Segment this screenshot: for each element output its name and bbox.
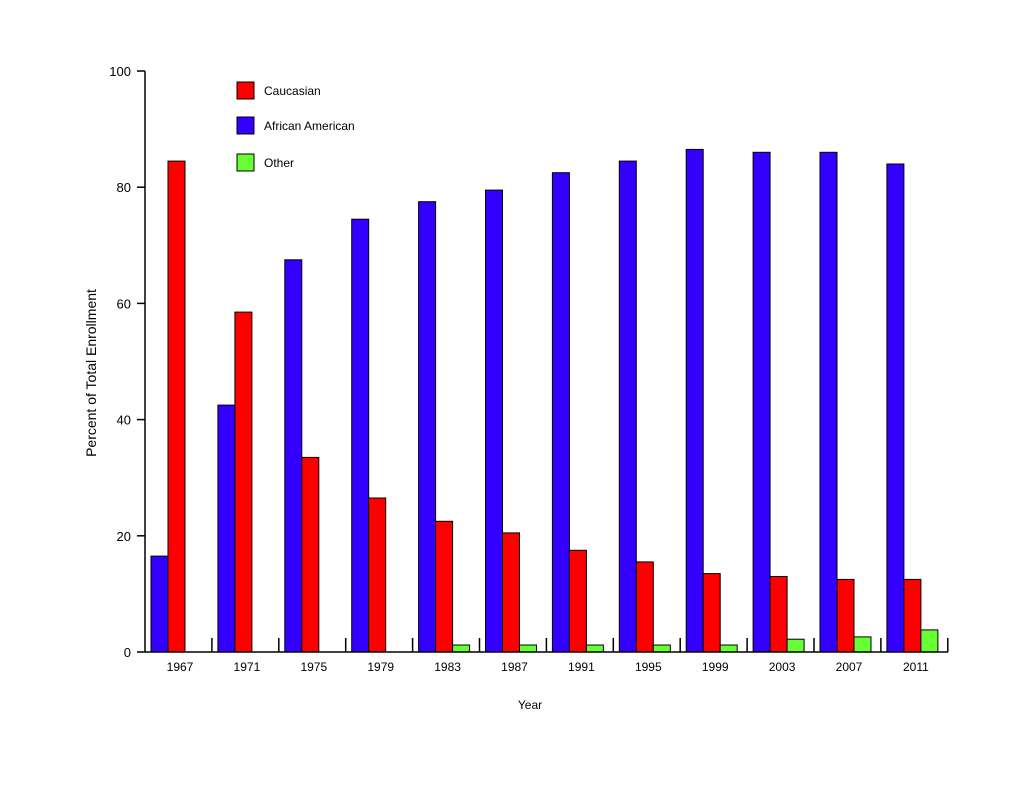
bar-african-american-1995 [618, 160, 637, 653]
bar-african-american-1979 [351, 218, 370, 653]
y-tick-label-100: 100 [109, 64, 131, 79]
x-tick-label-2003: 2003 [769, 660, 796, 674]
x-tick-label-1967: 1967 [167, 660, 194, 674]
legend-swatch-african-american [236, 116, 255, 135]
y-tick-label-0: 0 [124, 645, 131, 660]
bar-caucasian-1979 [368, 497, 387, 653]
bars-layer [150, 148, 939, 653]
y-tick-label-20: 20 [117, 529, 131, 544]
x-tick-label-1999: 1999 [702, 660, 729, 674]
bar-other-1991 [585, 644, 604, 653]
bar-other-1995 [652, 644, 671, 653]
bar-african-american-1971 [217, 404, 236, 653]
bar-caucasian-1995 [635, 561, 654, 653]
x-tick-label-2007: 2007 [836, 660, 863, 674]
x-tick-label-2011: 2011 [903, 660, 929, 674]
bar-other-2011 [920, 629, 939, 653]
bar-african-american-1991 [551, 172, 570, 653]
bar-african-american-1983 [418, 201, 437, 653]
legend-swatch-caucasian [236, 81, 255, 100]
bar-caucasian-1991 [568, 549, 587, 653]
bar-caucasian-2007 [836, 578, 855, 653]
bar-african-american-2011 [886, 163, 905, 653]
legend-label-african-american: African American [264, 119, 355, 133]
bar-african-american-2007 [819, 151, 838, 653]
bar-other-1987 [519, 644, 537, 653]
y-tick-label-60: 60 [117, 296, 131, 311]
y-axis-label: Percent of Total Enrollment [83, 289, 99, 457]
bar-caucasian-1983 [435, 520, 454, 653]
y-tick-label-40: 40 [117, 413, 131, 428]
x-tick-label-1987: 1987 [501, 660, 528, 674]
x-tick-label-1991: 1991 [568, 660, 595, 674]
legend-label-other: Other [264, 156, 294, 170]
bar-caucasian-2003 [769, 576, 788, 653]
bar-other-1983 [452, 644, 471, 653]
bar-caucasian-1971 [234, 311, 253, 653]
bar-african-american-1967 [150, 555, 169, 653]
bar-other-1999 [719, 644, 738, 653]
bar-african-american-1975 [284, 259, 303, 653]
bar-other-2003 [786, 638, 805, 653]
x-axis-label: Year [518, 698, 542, 712]
x-tick-label-1971: 1971 [234, 660, 261, 674]
y-tick-label-80: 80 [117, 180, 131, 195]
bar-caucasian-1999 [702, 573, 721, 653]
bar-other-2007 [853, 636, 872, 653]
bar-caucasian-2011 [903, 578, 922, 653]
bar-african-american-1999 [685, 148, 704, 653]
ticks-layer: 0 20 40 60 80 100 1967 1971 1975 1979 1983 1987 1991… [109, 64, 949, 674]
x-tick-label-1995: 1995 [635, 660, 662, 674]
x-tick-label-1983: 1983 [434, 660, 461, 674]
bar-african-american-2003 [752, 151, 771, 653]
bar-african-american-1987 [485, 189, 503, 653]
x-tick-label-1975: 1975 [300, 660, 327, 674]
bar-caucasian-1987 [502, 532, 520, 653]
legend-swatch-other [236, 153, 255, 172]
bar-caucasian-1967 [167, 160, 186, 653]
legend-label-caucasian: Caucasian [264, 84, 321, 98]
legend: Caucasian African American Other [236, 81, 355, 172]
x-tick-label-1979: 1979 [367, 660, 394, 674]
bar-caucasian-1975 [301, 456, 320, 653]
